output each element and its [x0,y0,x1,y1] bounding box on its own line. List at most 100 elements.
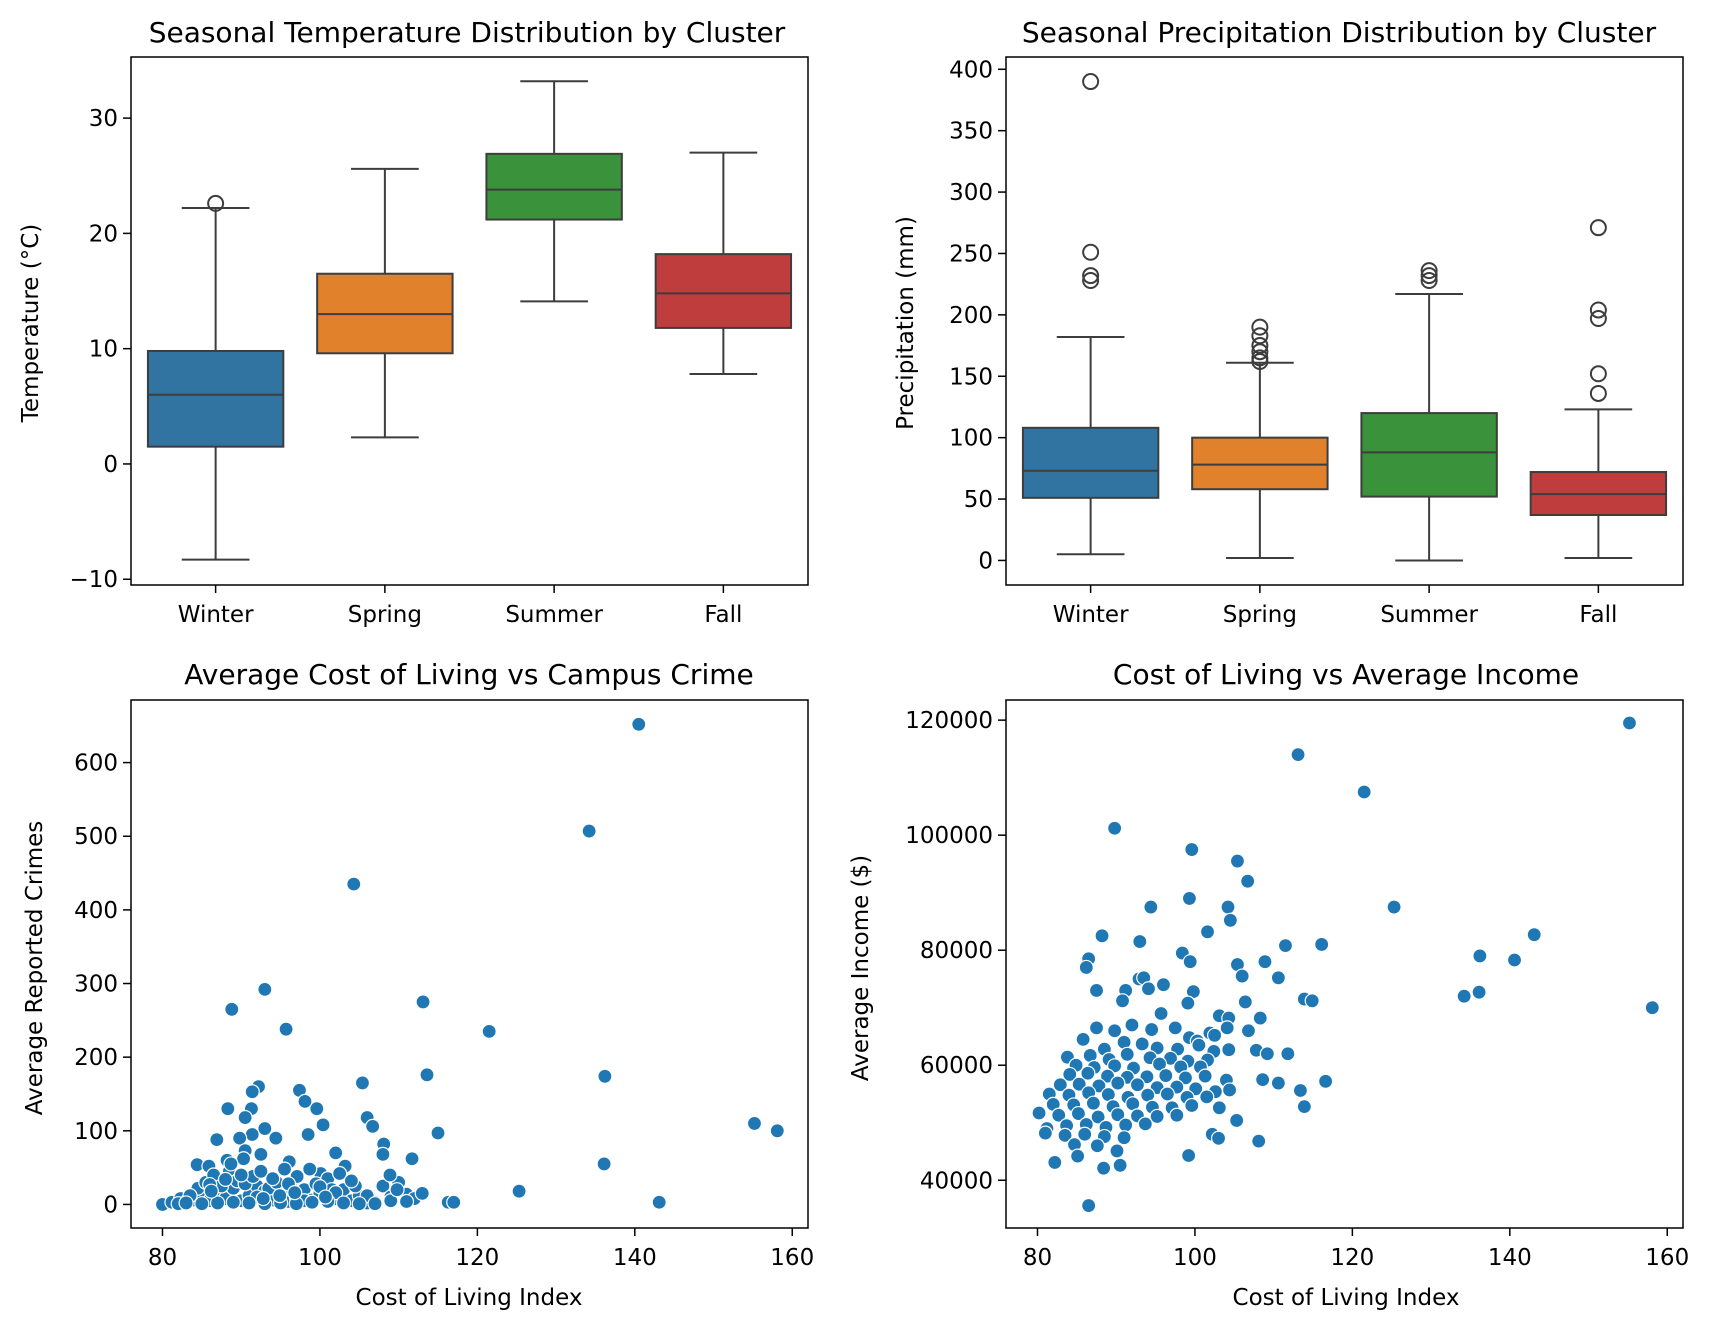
data-point [1110,1107,1126,1123]
data-point [1304,993,1320,1009]
data-point [1088,1020,1105,1036]
data-point [1314,936,1330,953]
axes-frame [1005,56,1684,586]
outlier-point [1420,271,1438,289]
data-point [1356,784,1372,800]
data-point [1184,841,1200,858]
data-point [651,1194,667,1210]
data-point [1472,948,1488,964]
outlier-point [1589,310,1607,328]
axes-frame [130,699,809,1229]
data-point [1089,1138,1105,1154]
data-point [1471,984,1487,1000]
y-tick-label: 40000 [920,1168,993,1194]
data-point [1107,1023,1123,1039]
data-point [1149,1108,1165,1125]
outlier-point [1589,365,1607,383]
iqr-box [1191,436,1329,491]
data-point [1184,1097,1200,1114]
data-point [223,1156,239,1172]
data-point [1078,959,1094,976]
data-point [1222,912,1238,928]
y-tick-label: 30 [89,106,118,132]
y-tick-label: 60000 [920,1053,993,1079]
y-tick-label: 0 [103,1192,118,1218]
data-point [1132,933,1148,950]
data-point [481,1023,497,1039]
data-point [1211,1100,1227,1116]
data-point [272,1187,288,1204]
data-point [1180,995,1196,1011]
data-point [1116,1130,1132,1146]
outlier-point [1589,384,1607,402]
y-tick-label: 80000 [920,938,993,964]
data-point [1112,1157,1128,1173]
panel-precipitation-boxplot: Seasonal Precipitation Distribution by C… [893,16,1684,628]
y-tick-label: 500 [74,824,118,850]
data-point [297,1093,313,1109]
data-point [232,1130,248,1146]
data-point [596,1156,612,1172]
panel-crime-scatter: Average Cost of Living vs Campus Crime C… [22,658,814,1311]
data-point [446,1194,462,1210]
data-point [1159,1086,1175,1102]
data-point [1240,1023,1257,1039]
data-point [253,1146,269,1162]
data-point [257,1120,273,1137]
data-point [597,1068,613,1084]
temperature-plot-area: Winter Spring Summer Fall −10 0 10 20 30 [69,56,809,628]
data-point [1280,1046,1296,1062]
data-point [276,1161,293,1177]
income-y-axis-label: Average Income ($) [848,855,874,1081]
data-point [1177,1070,1194,1086]
outlier-point [1082,271,1100,289]
data-point [1259,1046,1275,1062]
box-winter [1021,73,1160,556]
data-point [1070,1105,1087,1122]
x-tick-label: 80 [148,1245,177,1271]
data-point [1506,952,1523,968]
data-point [237,1109,253,1126]
data-point [1386,899,1402,915]
data-point [1181,1147,1197,1164]
data-point [1290,747,1306,763]
data-point [225,1194,241,1210]
data-point [430,1125,446,1141]
data-point [581,823,597,839]
data-point [1051,1107,1067,1123]
data-point [1096,1160,1112,1176]
data-point [354,1075,371,1091]
outlier-point [1589,301,1607,319]
data-point [1153,1005,1169,1022]
data-point [1155,977,1172,993]
data-point [346,876,362,892]
y-tick-label: 150 [949,364,993,390]
data-point [769,1123,785,1139]
x-tick-label: 140 [1488,1245,1532,1271]
data-point [203,1183,219,1199]
data-point [631,716,647,732]
data-point [415,994,431,1010]
data-point [1167,1020,1183,1036]
data-point [1456,988,1472,1004]
data-point [414,1185,430,1201]
data-point [241,1195,257,1211]
outlier-point [1251,353,1269,371]
y-tick-label: 20 [89,221,118,247]
box-spring [1191,318,1329,559]
y-tick-label: 200 [74,1045,118,1071]
iqr-box [654,253,793,329]
data-point [404,1151,420,1167]
y-tick-label: 400 [949,57,993,83]
data-point [1109,1143,1125,1159]
data-point [315,1117,331,1133]
y-tick-label: 120000 [905,708,993,734]
precipitation-plot-area: Winter Spring Summer Fall 0 50 100 150 200 250 300… [949,56,1684,628]
data-point [1158,1067,1174,1084]
precipitation-y-axis-label: Precipitation (mm) [893,216,919,430]
data-point [1621,715,1638,731]
data-point [1526,927,1542,943]
outlier-point [207,194,225,212]
crime-y-axis-label: Average Reported Crimes [22,821,48,1116]
data-point [1062,1066,1078,1083]
